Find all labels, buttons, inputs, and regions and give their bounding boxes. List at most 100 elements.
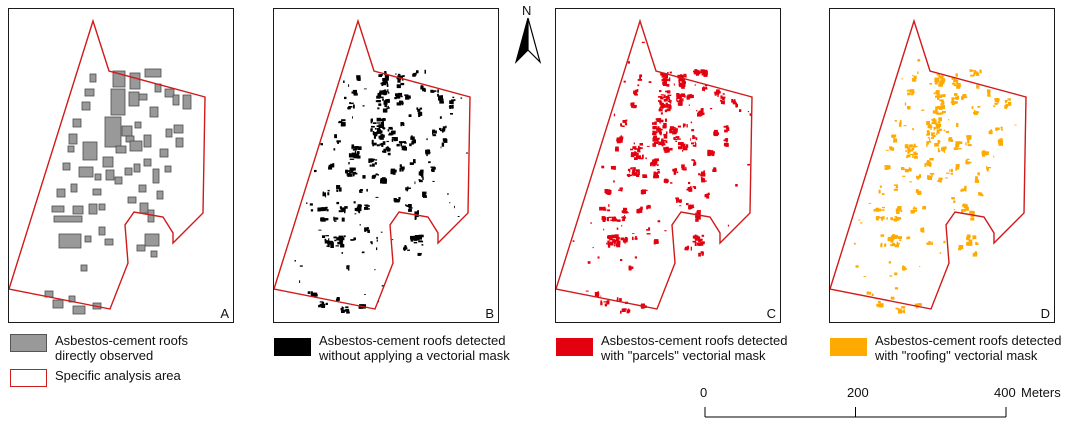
detected-roof-pixel (656, 129, 658, 134)
detected-roof-pixel (706, 196, 710, 199)
detected-roof-pixel (449, 202, 451, 204)
detected-roof-pixel (664, 230, 667, 232)
detected-roof-pixel (936, 73, 940, 76)
detected-roof-pixel (693, 70, 698, 73)
detected-roof-pixel (638, 156, 641, 158)
detected-roof-pixel (619, 243, 621, 245)
detected-roof-pixel (364, 230, 367, 232)
detected-roof-pixel (669, 126, 674, 130)
detected-roof-pixel (686, 124, 688, 128)
detected-roof-pixel (664, 123, 666, 126)
detected-roof-pixel (937, 140, 940, 144)
detected-roof-pixel (893, 184, 898, 186)
detected-roof-pixel (655, 137, 660, 140)
detected-roof-pixel (906, 156, 909, 159)
detected-roof-pixel (853, 242, 856, 245)
detected-roof-pixel (955, 96, 959, 100)
detected-roof-pixel (350, 106, 352, 108)
detected-roof-pixel (938, 128, 942, 131)
detected-roof-pixel (717, 92, 719, 97)
detected-roof-pixel (993, 105, 996, 107)
detected-roof-pixel (951, 97, 955, 102)
detected-roof-pixel (374, 269, 376, 271)
detected-roof-pixel (310, 292, 315, 297)
detected-roof-pixel (590, 222, 592, 224)
detected-roof-pixel (948, 137, 953, 139)
detected-roof-pixel (724, 144, 728, 146)
detected-roof-pixel (916, 176, 920, 180)
detected-roof-pixel (339, 235, 344, 240)
detected-roof-pixel (621, 219, 625, 222)
detected-roof-pixel (972, 235, 977, 240)
detected-roof-pixel (345, 308, 350, 312)
detected-roof-pixel (945, 131, 949, 133)
detected-roof-pixel (372, 159, 375, 162)
detected-roof-pixel (653, 130, 656, 133)
detected-roof-pixel (317, 207, 321, 212)
detected-roof-pixel (966, 234, 971, 238)
detected-roof-pixel (659, 122, 661, 124)
detected-roof-pixel (381, 285, 385, 287)
roof-footprint (134, 121, 142, 129)
detected-roof-pixel (440, 146, 442, 149)
detected-roof-pixel (1007, 98, 1011, 100)
detected-roof-pixel (963, 94, 967, 99)
detected-roof-pixel (432, 134, 437, 137)
detected-roof-pixel (409, 143, 412, 147)
detected-roof-pixel (318, 304, 321, 308)
detected-roof-pixel (688, 207, 691, 210)
detected-roof-pixel (891, 134, 897, 138)
detected-roof-pixel (370, 158, 375, 161)
detected-roof-pixel (897, 217, 902, 220)
detected-roof-pixel (704, 180, 707, 182)
detected-roof-pixel (364, 294, 366, 295)
detected-roof-pixel (889, 146, 893, 150)
detected-roof-pixel (971, 106, 974, 109)
detected-roof-pixel (979, 69, 982, 74)
detected-roof-pixel (442, 126, 446, 130)
detected-roof-pixel (398, 141, 403, 144)
detected-roof-pixel (366, 227, 369, 230)
detected-roof-pixel (318, 229, 322, 231)
detected-roof-pixel (441, 128, 446, 132)
detected-roof-pixel (613, 244, 616, 247)
detected-roof-pixel (704, 84, 708, 86)
detected-roof-pixel (938, 106, 941, 109)
detected-roof-pixel (682, 123, 685, 128)
detected-roof-pixel (396, 77, 398, 80)
detected-roof-pixel (875, 216, 879, 221)
detected-roof-pixel (890, 244, 894, 247)
detected-roof-pixel (346, 265, 350, 267)
detected-roof-pixel (905, 169, 908, 172)
detected-roof-pixel (375, 134, 378, 137)
detected-roof-pixel (633, 91, 636, 96)
detected-roof-pixel (660, 94, 664, 96)
detected-roof-pixel (687, 187, 691, 190)
detected-roof-pixel (887, 167, 891, 169)
detected-roof-pixel (327, 240, 331, 245)
detected-roof-pixel (694, 141, 696, 144)
detected-roof-pixel (380, 130, 383, 134)
detected-roof-pixel (369, 164, 372, 167)
detected-roof-pixel (379, 135, 384, 140)
detected-roof-pixel (955, 167, 957, 171)
detected-roof-pixel (381, 119, 384, 122)
detected-roof-pixel (693, 186, 697, 189)
detected-roof-pixel (372, 132, 377, 136)
detected-roof-pixel (690, 246, 692, 251)
detected-roof-pixel (414, 181, 416, 185)
detected-roof-pixel (348, 153, 354, 158)
detected-roof-pixel (365, 205, 370, 207)
detected-roof-pixel (358, 146, 362, 150)
detected-roof-pixel (989, 130, 992, 134)
detected-roof-pixel (466, 152, 468, 154)
detected-roof-pixel (422, 195, 427, 198)
detected-roof-pixel (382, 118, 386, 121)
detected-roof-pixel (711, 150, 714, 153)
detected-roof-pixel (607, 302, 610, 305)
detected-roof-pixel (334, 135, 336, 138)
roof-footprint (124, 167, 133, 176)
detected-roof-pixel (439, 127, 442, 131)
detected-roof-pixel (353, 172, 355, 177)
detected-roof-pixel (935, 106, 938, 111)
